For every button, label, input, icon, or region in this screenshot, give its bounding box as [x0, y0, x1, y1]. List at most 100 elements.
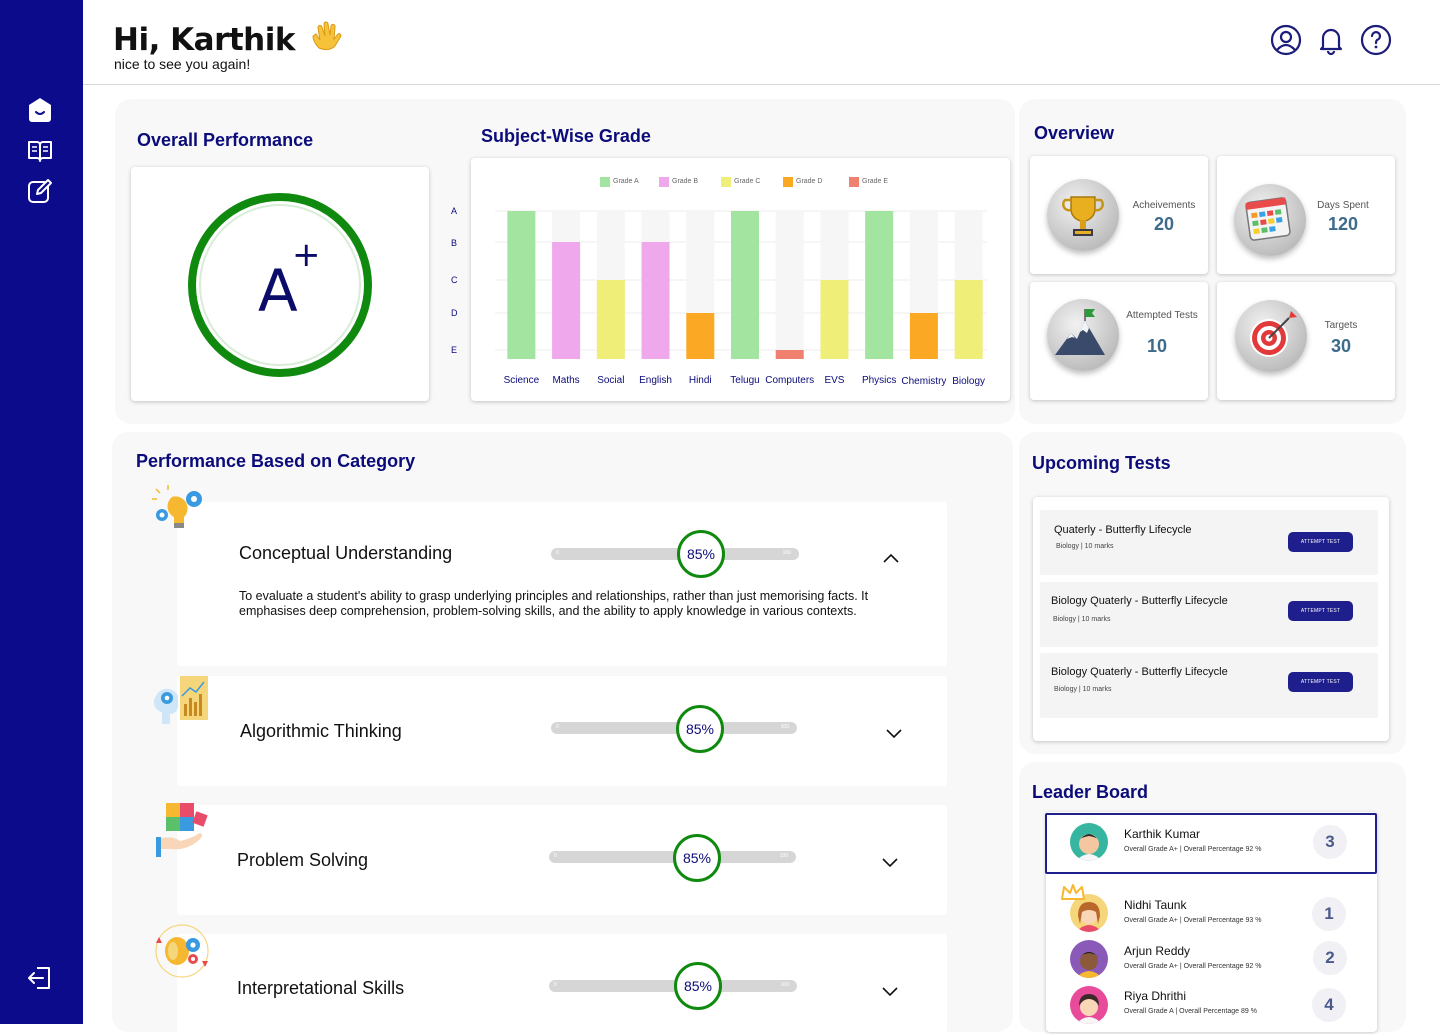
chevron-down-icon[interactable] [882, 858, 898, 868]
legend-swatch [849, 177, 859, 187]
overview-value: 10 [1146, 336, 1168, 356]
overview-value: 20 [1153, 214, 1175, 234]
test-row: Biology Quaterly - Butterfly Lifecycle B… [1040, 582, 1378, 647]
book-icon[interactable] [27, 138, 53, 164]
category-slider: 0 100 [551, 548, 799, 560]
slider-min: 0 [554, 853, 557, 859]
bar-social [596, 280, 625, 359]
overview-value: 120 [1327, 214, 1359, 234]
subject-grade-chart-card: Grade A Grade B Grade C Grade D Grade E Scie… [471, 158, 1010, 401]
bar-telugu [731, 211, 759, 359]
legend-label: Grade C [734, 178, 761, 185]
profile-icon[interactable] [1270, 24, 1302, 56]
bar-science [507, 211, 536, 359]
leader-name: Arjun Reddy [1124, 944, 1191, 958]
x-tick-label: Physics [861, 375, 897, 386]
avatar [1070, 894, 1108, 932]
slider-max: 100 [780, 724, 789, 730]
chevron-up-icon[interactable] [883, 553, 899, 563]
slider-min: 0 [556, 550, 559, 556]
overview-label: Days Spent [1317, 200, 1369, 211]
target-icon [1235, 300, 1307, 372]
overview-title: Overview [1034, 123, 1115, 143]
brain-gears-icon [151, 921, 213, 981]
x-tick-label: Maths [552, 375, 580, 386]
x-tick-label: Computers [765, 375, 815, 386]
test-title: Quaterly - Butterfly Lifecycle [1054, 524, 1192, 536]
overview-label: Targets [1324, 320, 1358, 331]
leaderboard-title: Leader Board [1032, 782, 1149, 802]
x-tick-label: Science [503, 375, 540, 386]
bar-chemistry [909, 313, 938, 359]
greeting: Hi, Karthik [113, 18, 345, 58]
avatar [1070, 823, 1108, 861]
category-name: Interpretational Skills [237, 978, 405, 998]
overall-performance-title: Overall Performance [137, 130, 314, 150]
slider-max: 100 [782, 550, 791, 556]
attempt-test-button[interactable]: ATTEMPT TEST [1288, 601, 1353, 621]
y-tick-label: B [451, 238, 458, 248]
greeting-subtitle: nice to see you again! [114, 56, 251, 72]
test-row: Biology Quaterly - Butterfly Lifecycle B… [1040, 653, 1378, 718]
category-slider: 0 100 [551, 722, 797, 734]
bar-evs [820, 280, 849, 359]
category-slider: 0 100 [549, 980, 797, 992]
sidebar [0, 0, 83, 1024]
legend-label: Grade E [862, 178, 889, 185]
help-icon[interactable] [1360, 24, 1392, 56]
attempt-test-button[interactable]: ATTEMPT TEST [1288, 532, 1353, 552]
category-title: Performance Based on Category [136, 451, 416, 471]
leader-name: Riya Dhrithi [1124, 989, 1187, 1003]
subject-grade-chart [495, 210, 987, 359]
attempt-test-button[interactable]: ATTEMPT TEST [1288, 672, 1353, 692]
logout-icon[interactable] [27, 965, 53, 991]
y-tick-label: A [451, 206, 458, 216]
y-tick-label: E [451, 345, 458, 355]
leader-stats: Overall Grade A | Overall Percentage 89 … [1124, 1008, 1257, 1015]
test-subtitle: Biology | 10 marks [1054, 686, 1112, 693]
leader-rank: 2 [1313, 941, 1347, 975]
overall-grade-card: A + [131, 167, 429, 401]
overall-grade-plus: + [292, 235, 321, 275]
bar-computers [775, 350, 804, 359]
puzzle-hand-icon [154, 799, 212, 859]
leader-stats: Overall Grade A+ | Overall Percentage 92… [1124, 846, 1262, 853]
upcoming-tests-title: Upcoming Tests [1032, 453, 1171, 473]
x-tick-label: Social [597, 375, 625, 386]
test-row: Quaterly - Butterfly Lifecycle Biology |… [1040, 510, 1378, 575]
chevron-down-icon[interactable] [886, 729, 902, 739]
slider-min: 0 [556, 724, 559, 730]
y-tick-label: D [451, 308, 458, 318]
bell-icon[interactable] [1315, 24, 1347, 56]
overall-grade: A [258, 257, 298, 325]
crown-icon [1061, 884, 1085, 900]
legend-label: Grade D [796, 178, 823, 185]
x-tick-label: Chemistry [901, 376, 947, 387]
category-card-conceptual[interactable] [177, 502, 947, 666]
overview-label: Attempted Tests [1126, 310, 1198, 321]
x-tick-label: English [639, 375, 672, 386]
bar-maths [552, 242, 581, 359]
overview-targets: Targets 30 [1217, 282, 1395, 400]
header: Hi, Karthik nice to see you again! [83, 0, 1440, 85]
category-percent: 85% [677, 530, 725, 578]
greeting-text: Hi, Karthik [113, 22, 296, 58]
trophy-icon [1047, 179, 1119, 251]
test-title: Biology Quaterly - Butterfly Lifecycle [1051, 595, 1228, 607]
leader-rank: 4 [1312, 988, 1346, 1022]
subject-grade-title: Subject-Wise Grade [481, 126, 651, 146]
category-percent: 85% [676, 705, 724, 753]
bar-hindi [686, 313, 715, 359]
chevron-down-icon[interactable] [882, 987, 898, 997]
avatar [1070, 986, 1108, 1024]
calendar-icon [1234, 184, 1306, 256]
home-icon[interactable] [27, 97, 53, 123]
legend-swatch [600, 177, 610, 187]
legend-label: Grade A [613, 178, 639, 185]
overview-value: 30 [1330, 336, 1352, 356]
category-name: Conceptual Understanding [239, 543, 453, 563]
lightbulb-gear-icon [150, 483, 210, 539]
legend-swatch [783, 177, 793, 187]
mountain-flag-icon [1047, 299, 1119, 371]
edit-icon[interactable] [27, 178, 53, 204]
